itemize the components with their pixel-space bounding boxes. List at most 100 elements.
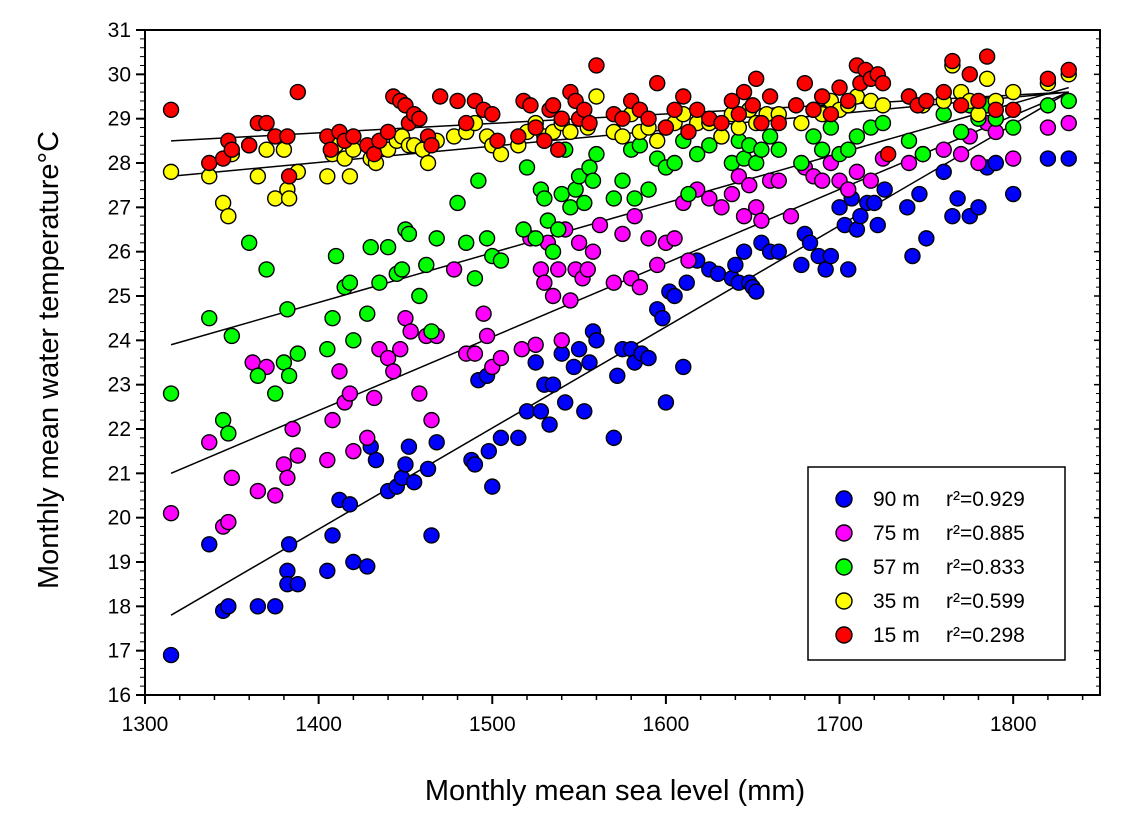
data-point bbox=[220, 425, 237, 442]
data-point bbox=[544, 97, 562, 114]
data-point bbox=[879, 145, 897, 163]
data-point bbox=[987, 101, 1005, 119]
data-point bbox=[1039, 97, 1057, 114]
data-point bbox=[492, 252, 510, 269]
data-point bbox=[584, 243, 602, 260]
data-point bbox=[753, 114, 770, 132]
data-point bbox=[626, 190, 643, 207]
data-point bbox=[935, 163, 952, 181]
data-point bbox=[458, 114, 475, 132]
data-point bbox=[513, 341, 530, 358]
data-point bbox=[970, 154, 987, 172]
data-point bbox=[522, 97, 539, 114]
data-point bbox=[680, 252, 697, 269]
data-point bbox=[1039, 70, 1057, 87]
y-tick-label: 18 bbox=[108, 595, 131, 618]
data-point bbox=[162, 646, 180, 664]
data-point bbox=[657, 394, 675, 411]
legend-series-name: 57 m bbox=[873, 556, 920, 579]
data-point bbox=[324, 309, 341, 327]
data-point bbox=[900, 132, 918, 150]
data-point bbox=[345, 128, 362, 145]
legend-series-name: 35 m bbox=[873, 590, 920, 613]
data-point bbox=[796, 74, 814, 92]
data-point bbox=[536, 274, 553, 291]
data-point bbox=[518, 159, 536, 176]
data-point bbox=[741, 176, 758, 194]
data-point bbox=[748, 283, 765, 300]
data-point bbox=[341, 168, 359, 185]
data-point bbox=[544, 243, 562, 260]
y-tick-label: 27 bbox=[108, 196, 131, 219]
data-point bbox=[405, 474, 423, 491]
data-point bbox=[280, 536, 298, 553]
data-point bbox=[591, 216, 609, 234]
data-point bbox=[866, 194, 883, 212]
legend-marker bbox=[835, 558, 853, 576]
data-point bbox=[1060, 92, 1077, 110]
data-point bbox=[562, 199, 579, 216]
data-point bbox=[515, 221, 532, 238]
data-point bbox=[793, 256, 810, 274]
data-point bbox=[1004, 83, 1022, 101]
data-point bbox=[874, 114, 892, 132]
data-point bbox=[201, 536, 218, 553]
legend: 90 m r²=0.929 75 m r²=0.885 57 m r²=0.833 35 m… bbox=[807, 466, 1066, 661]
data-point bbox=[449, 92, 466, 110]
x-tick-label: 1700 bbox=[816, 713, 863, 736]
y-tick-label: 30 bbox=[108, 63, 131, 86]
data-point bbox=[275, 456, 293, 473]
data-point bbox=[201, 309, 218, 327]
data-point bbox=[911, 185, 928, 203]
x-tick-label: 1800 bbox=[990, 713, 1037, 736]
data-point bbox=[411, 110, 428, 127]
data-point bbox=[400, 225, 418, 243]
legend-r2: r²=0.298 bbox=[946, 624, 1025, 647]
data-point bbox=[576, 403, 593, 420]
data-point bbox=[900, 154, 918, 172]
data-point bbox=[466, 456, 484, 473]
data-point bbox=[584, 172, 602, 189]
data-point bbox=[445, 261, 463, 278]
data-point bbox=[484, 106, 501, 123]
data-point bbox=[553, 185, 570, 203]
x-tick-label: 1500 bbox=[469, 713, 516, 736]
data-point bbox=[713, 199, 730, 216]
data-point bbox=[553, 110, 570, 127]
plot-frame bbox=[144, 29, 1101, 696]
data-point bbox=[753, 212, 770, 229]
data-point bbox=[550, 221, 567, 238]
data-point bbox=[536, 190, 553, 207]
data-point bbox=[581, 159, 598, 176]
data-point bbox=[458, 234, 475, 252]
data-point bbox=[544, 376, 562, 393]
data-point bbox=[544, 287, 562, 305]
data-point bbox=[527, 354, 544, 371]
legend-series-name: 15 m bbox=[873, 624, 920, 647]
data-point bbox=[657, 119, 675, 136]
data-point bbox=[649, 132, 666, 150]
data-point bbox=[279, 301, 296, 318]
data-point bbox=[805, 101, 822, 119]
data-point bbox=[220, 598, 237, 615]
data-point bbox=[770, 141, 787, 158]
data-point bbox=[1060, 150, 1077, 167]
data-point bbox=[419, 154, 437, 172]
data-point bbox=[654, 309, 671, 327]
data-point bbox=[565, 358, 583, 376]
legend-marker bbox=[835, 592, 853, 610]
data-point bbox=[727, 256, 744, 274]
x-tick-label: 1600 bbox=[643, 713, 690, 736]
data-point bbox=[489, 132, 506, 150]
data-point bbox=[419, 460, 437, 478]
data-point bbox=[240, 137, 258, 154]
data-point bbox=[680, 123, 697, 141]
data-point bbox=[289, 345, 306, 362]
data-point bbox=[341, 274, 359, 291]
data-point bbox=[289, 83, 306, 101]
data-point bbox=[801, 234, 819, 252]
data-point bbox=[735, 83, 753, 101]
data-point bbox=[258, 261, 275, 278]
data-point bbox=[341, 385, 359, 402]
data-point bbox=[249, 482, 267, 500]
